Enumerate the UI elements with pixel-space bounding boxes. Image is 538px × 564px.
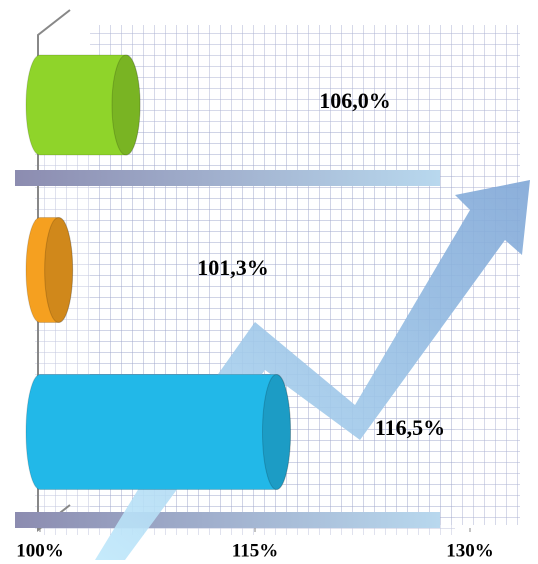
bar-cap bbox=[262, 374, 291, 490]
bar-cap-shade bbox=[262, 374, 291, 490]
bar-cap bbox=[111, 54, 141, 156]
x-tick-label: 115% bbox=[232, 540, 278, 561]
bar-cap-shade bbox=[44, 217, 73, 323]
bar-cap-shade bbox=[112, 55, 140, 155]
value-label: 116,5% bbox=[375, 415, 445, 440]
value-label: 106,0% bbox=[319, 88, 391, 113]
bar bbox=[25, 374, 291, 490]
value-label: 101,3% bbox=[197, 255, 269, 280]
x-tick-label: 130% bbox=[446, 540, 494, 561]
x-tick-label: 100% bbox=[16, 540, 64, 561]
bar-cap bbox=[44, 217, 74, 323]
